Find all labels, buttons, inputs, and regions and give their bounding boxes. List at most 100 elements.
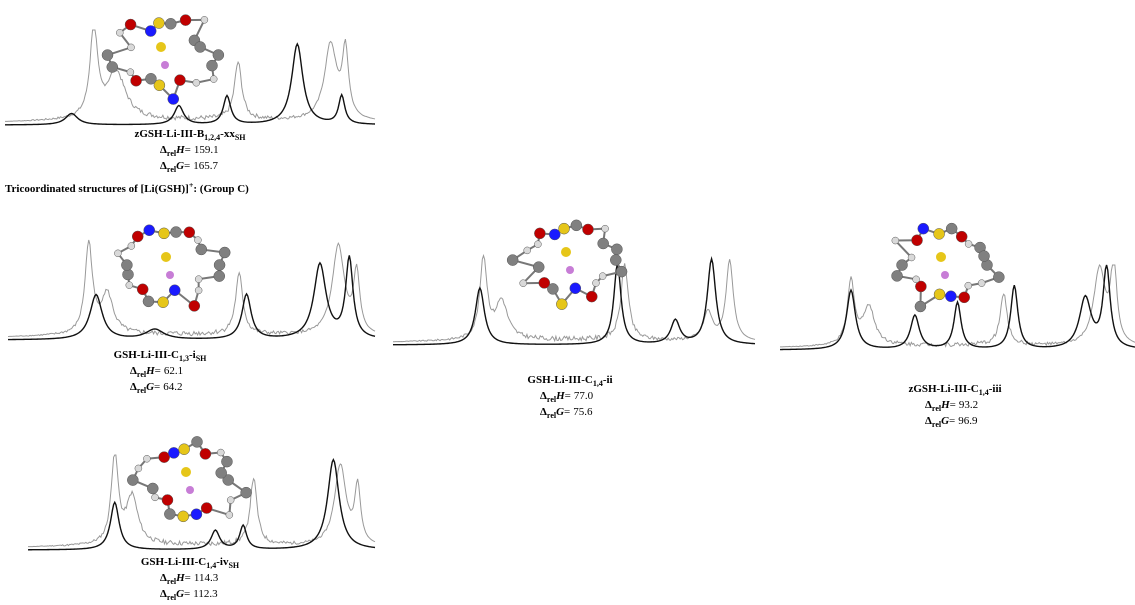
rel: rel xyxy=(932,404,942,413)
spectrum xyxy=(28,455,375,550)
atom-s xyxy=(181,467,191,477)
atom xyxy=(195,243,208,256)
symbol: G xyxy=(176,160,184,172)
atom xyxy=(914,300,927,313)
heading-text: : (Group C) xyxy=(193,183,249,195)
atom-s xyxy=(161,252,171,262)
atom xyxy=(217,448,225,457)
atom xyxy=(158,227,170,240)
spectrum xyxy=(5,30,375,125)
structure-name: GSH-Li-III-C1,4-ii xyxy=(527,374,612,388)
atom xyxy=(121,259,133,271)
atom xyxy=(164,18,177,30)
atom xyxy=(213,270,226,282)
atom xyxy=(570,219,583,232)
atom xyxy=(183,226,196,239)
spectrum-calc xyxy=(8,240,375,336)
atom xyxy=(151,493,159,502)
atom xyxy=(127,242,136,250)
atom xyxy=(124,18,137,31)
equals: = xyxy=(185,572,191,584)
atom xyxy=(240,486,252,499)
atom xyxy=(532,261,545,273)
spectrum-exp xyxy=(28,460,375,550)
name-text: -iii xyxy=(989,383,1002,395)
equals: = xyxy=(155,365,161,377)
atom-s xyxy=(936,252,946,262)
energy-value: 112.3 xyxy=(193,588,218,600)
energy-line: ΔrelG= 165.7 xyxy=(160,160,219,174)
atom xyxy=(190,508,203,521)
heading-text: Tricoordinated structures of [Li(GSH)] xyxy=(5,183,189,195)
atom xyxy=(586,290,598,303)
atom xyxy=(523,246,531,255)
molecule xyxy=(127,436,252,523)
structure-name: zGSH-Li-III-B1,2,4-xxSH xyxy=(134,128,246,142)
name-text: GSH-Li-III-C xyxy=(141,556,206,568)
atom xyxy=(200,16,209,24)
atom xyxy=(610,254,622,266)
symbol: G xyxy=(556,406,564,418)
atom xyxy=(212,49,225,61)
atom xyxy=(101,49,114,61)
atom xyxy=(161,494,174,506)
rel: rel xyxy=(932,420,942,429)
atom xyxy=(144,25,157,37)
atom xyxy=(964,281,973,290)
atom-li xyxy=(186,486,194,494)
atom xyxy=(158,451,170,463)
spectrum-exp xyxy=(5,44,375,125)
atom xyxy=(127,474,139,486)
symbol: H xyxy=(940,399,950,411)
atom xyxy=(582,223,594,236)
atom xyxy=(598,272,607,280)
atom-s xyxy=(156,42,166,52)
atom xyxy=(222,474,234,486)
atom-li xyxy=(566,266,574,274)
name-text: GSH-Li-III-C xyxy=(527,374,592,386)
name-subscript: 1,4 xyxy=(979,388,989,397)
atom xyxy=(977,279,986,287)
energy-value: 75.6 xyxy=(573,406,593,418)
rel: rel xyxy=(137,370,147,379)
atom xyxy=(993,271,1005,283)
atom xyxy=(199,448,212,460)
equals: = xyxy=(184,588,190,600)
energy-value: 96.9 xyxy=(958,415,978,427)
atom xyxy=(592,279,600,287)
name-subscript: SH xyxy=(235,133,246,142)
delta: Δ xyxy=(540,406,547,418)
delta: Δ xyxy=(925,399,932,411)
equals: = xyxy=(564,406,570,418)
atom xyxy=(153,17,165,29)
energy-line: ΔrelG= 112.3 xyxy=(160,588,218,602)
delta: Δ xyxy=(160,160,167,172)
delta: Δ xyxy=(160,144,167,156)
atom xyxy=(945,290,957,303)
atom xyxy=(891,270,903,282)
equals: = xyxy=(154,381,160,393)
atom xyxy=(194,41,206,53)
atom xyxy=(168,447,180,459)
atom xyxy=(218,246,231,259)
spectrum xyxy=(8,240,375,340)
energy-value: 62.1 xyxy=(164,365,183,377)
atom xyxy=(192,79,201,87)
atom xyxy=(519,279,527,287)
delta: Δ xyxy=(160,588,167,600)
atom xyxy=(157,296,169,308)
atom xyxy=(209,75,218,83)
name-subscript: 1,3 xyxy=(179,354,189,363)
spectrum-exp xyxy=(393,259,755,345)
atom xyxy=(106,61,119,73)
atom xyxy=(194,236,202,244)
symbol: G xyxy=(176,588,184,600)
delta: Δ xyxy=(130,365,137,377)
name-text: GSH-Li-III-C xyxy=(114,349,179,361)
section-heading: Tricoordinated structures of [Li(GSH)]+:… xyxy=(5,181,249,195)
atom xyxy=(170,226,182,238)
spectrum-calc xyxy=(28,455,375,547)
energy-line: ΔrelH= 159.1 xyxy=(160,144,219,158)
atom xyxy=(164,508,176,520)
atom xyxy=(558,222,570,235)
